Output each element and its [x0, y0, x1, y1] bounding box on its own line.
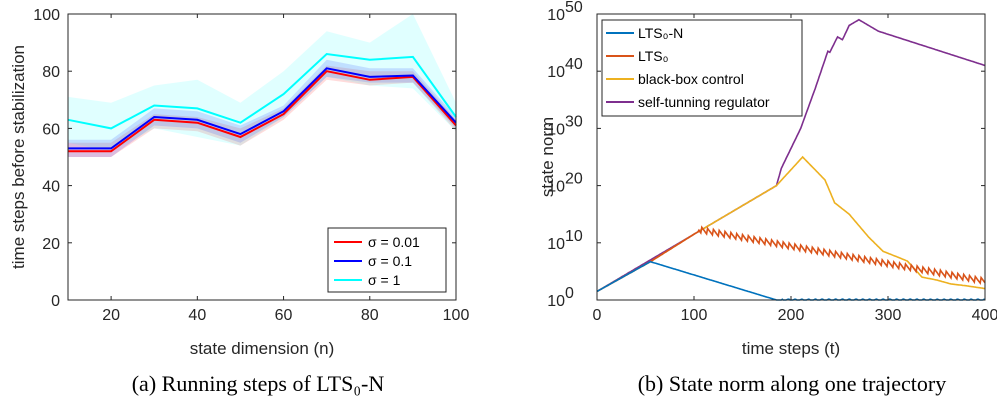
- y-tick-label: 100: [33, 7, 60, 24]
- y-tick-label: 10: [547, 293, 565, 310]
- line-series-1: [68, 67, 457, 150]
- y-tick-label: 20: [42, 236, 60, 253]
- chart-a-xlabel: state dimension (n): [190, 339, 335, 358]
- y-tick-label: 10: [547, 236, 565, 253]
- chart-a-legend: σ = 0.01 σ = 0.1 σ = 1: [327, 227, 447, 293]
- chart-b-xlabel: time steps (t): [742, 339, 840, 358]
- legend-label: LTS₀-N: [638, 25, 683, 41]
- caption-a: (a) Running steps of LTS₀-N: [132, 371, 385, 396]
- line-series-1: [596, 225, 986, 293]
- x-tick-label: 100: [681, 307, 708, 324]
- x-tick-label: 80: [361, 307, 379, 324]
- chart-a-lines: [67, 52, 457, 153]
- x-tick-label: 200: [778, 307, 805, 324]
- x-tick-label: 100: [443, 307, 470, 324]
- band-series-2: [68, 14, 456, 152]
- y-tick-label: 10: [547, 179, 565, 196]
- chart-a: 20 40 60 80 100 0 20 40 60 80 100 state dimension …: [9, 7, 469, 358]
- y-tick-label: 80: [42, 64, 60, 81]
- y-tick-exponent: 10: [565, 228, 583, 245]
- y-tick-label: 40: [42, 179, 60, 196]
- y-tick-exponent: 50: [565, 0, 583, 16]
- y-tick-label: 10: [547, 7, 565, 24]
- legend-label: σ = 1: [368, 272, 401, 288]
- chart-a-ylabel: time steps before stabilization: [9, 45, 28, 269]
- chart-b-ylabel: state norm: [538, 117, 557, 197]
- line-series-0: [68, 70, 457, 153]
- line-series-3: [596, 18, 986, 293]
- caption-b: (b) State norm along one trajectory: [638, 371, 947, 396]
- x-tick-label: 400: [972, 307, 997, 324]
- y-tick-label: 0: [51, 293, 60, 310]
- x-tick-label: 20: [102, 307, 120, 324]
- x-tick-label: 40: [188, 307, 206, 324]
- band-series-1: [68, 59, 456, 157]
- y-tick-exponent: 0: [565, 285, 574, 302]
- y-tick-label: 60: [42, 121, 60, 138]
- line-series-2: [67, 52, 457, 130]
- legend-label: self-tunning regulator: [638, 94, 770, 110]
- line-series-0: [596, 260, 986, 301]
- y-tick-exponent: 20: [565, 171, 583, 188]
- x-tick-label: 60: [275, 307, 293, 324]
- legend-label: LTS₀: [638, 48, 669, 64]
- y-tick-exponent: 40: [565, 56, 583, 73]
- y-tick-label: 10: [547, 64, 565, 81]
- legend-label: black-box control: [638, 71, 744, 87]
- x-tick-label: 0: [593, 307, 602, 324]
- chart-a-axes-box: [67, 13, 457, 301]
- y-tick-exponent: 30: [565, 113, 583, 130]
- chart-a-confidence-bands: [68, 14, 456, 157]
- x-tick-label: 300: [875, 307, 902, 324]
- legend-box: [601, 19, 803, 117]
- legend-label: σ = 0.1: [368, 253, 412, 269]
- y-tick-label: 10: [547, 121, 565, 138]
- chart-b-legend: LTS₀-N LTS₀ black-box control self-tunning …: [601, 19, 803, 117]
- legend-label: σ = 0.01: [368, 234, 420, 250]
